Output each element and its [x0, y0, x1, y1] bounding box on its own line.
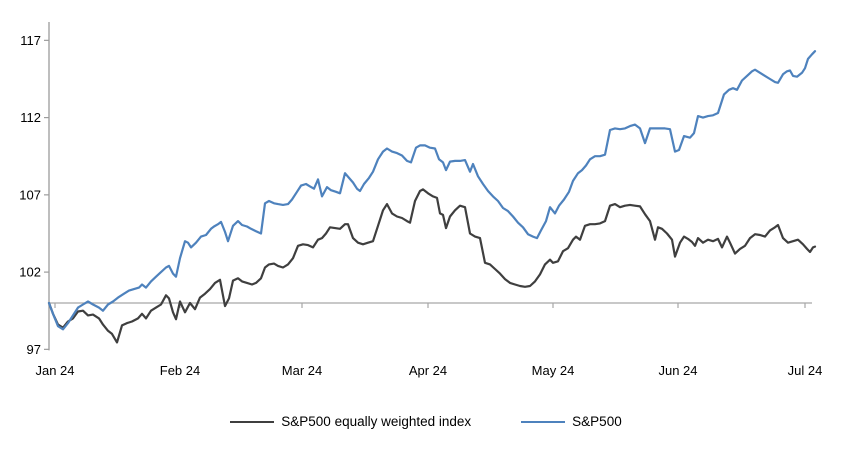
x-axis-tick-label: Apr 24	[409, 363, 447, 378]
y-axis-tick-label: 102	[19, 265, 41, 280]
series-line-equal-weight	[47, 188, 817, 344]
y-axis-tick-label: 97	[27, 342, 41, 357]
legend-line-sample-sp500	[521, 420, 566, 424]
legend-line-sample-equal-weight	[230, 420, 275, 424]
x-axis-tick-label: Jul 24	[788, 363, 823, 378]
x-axis-tick-label: Feb 24	[160, 363, 200, 378]
series-line-sp500	[47, 50, 817, 331]
x-axis-tick-label: May 24	[532, 363, 575, 378]
x-axis-tick-label: Mar 24	[282, 363, 322, 378]
x-axis-tick-label: Jun 24	[658, 363, 697, 378]
legend-item-equal-weight: S&P500 equally weighted index	[230, 413, 471, 431]
x-axis-tick-label: Jan 24	[35, 363, 74, 378]
legend-label-equal-weight: S&P500 equally weighted index	[281, 414, 472, 429]
chart-legend: S&P500 equally weighted index S&P500	[0, 413, 852, 431]
legend-item-sp500: S&P500	[521, 413, 622, 431]
y-axis-tick-label: 112	[20, 110, 41, 125]
y-axis-tick-label: 107	[19, 187, 41, 202]
y-axis-tick-label: 117	[20, 33, 41, 48]
legend-label-sp500: S&P500	[572, 414, 622, 429]
